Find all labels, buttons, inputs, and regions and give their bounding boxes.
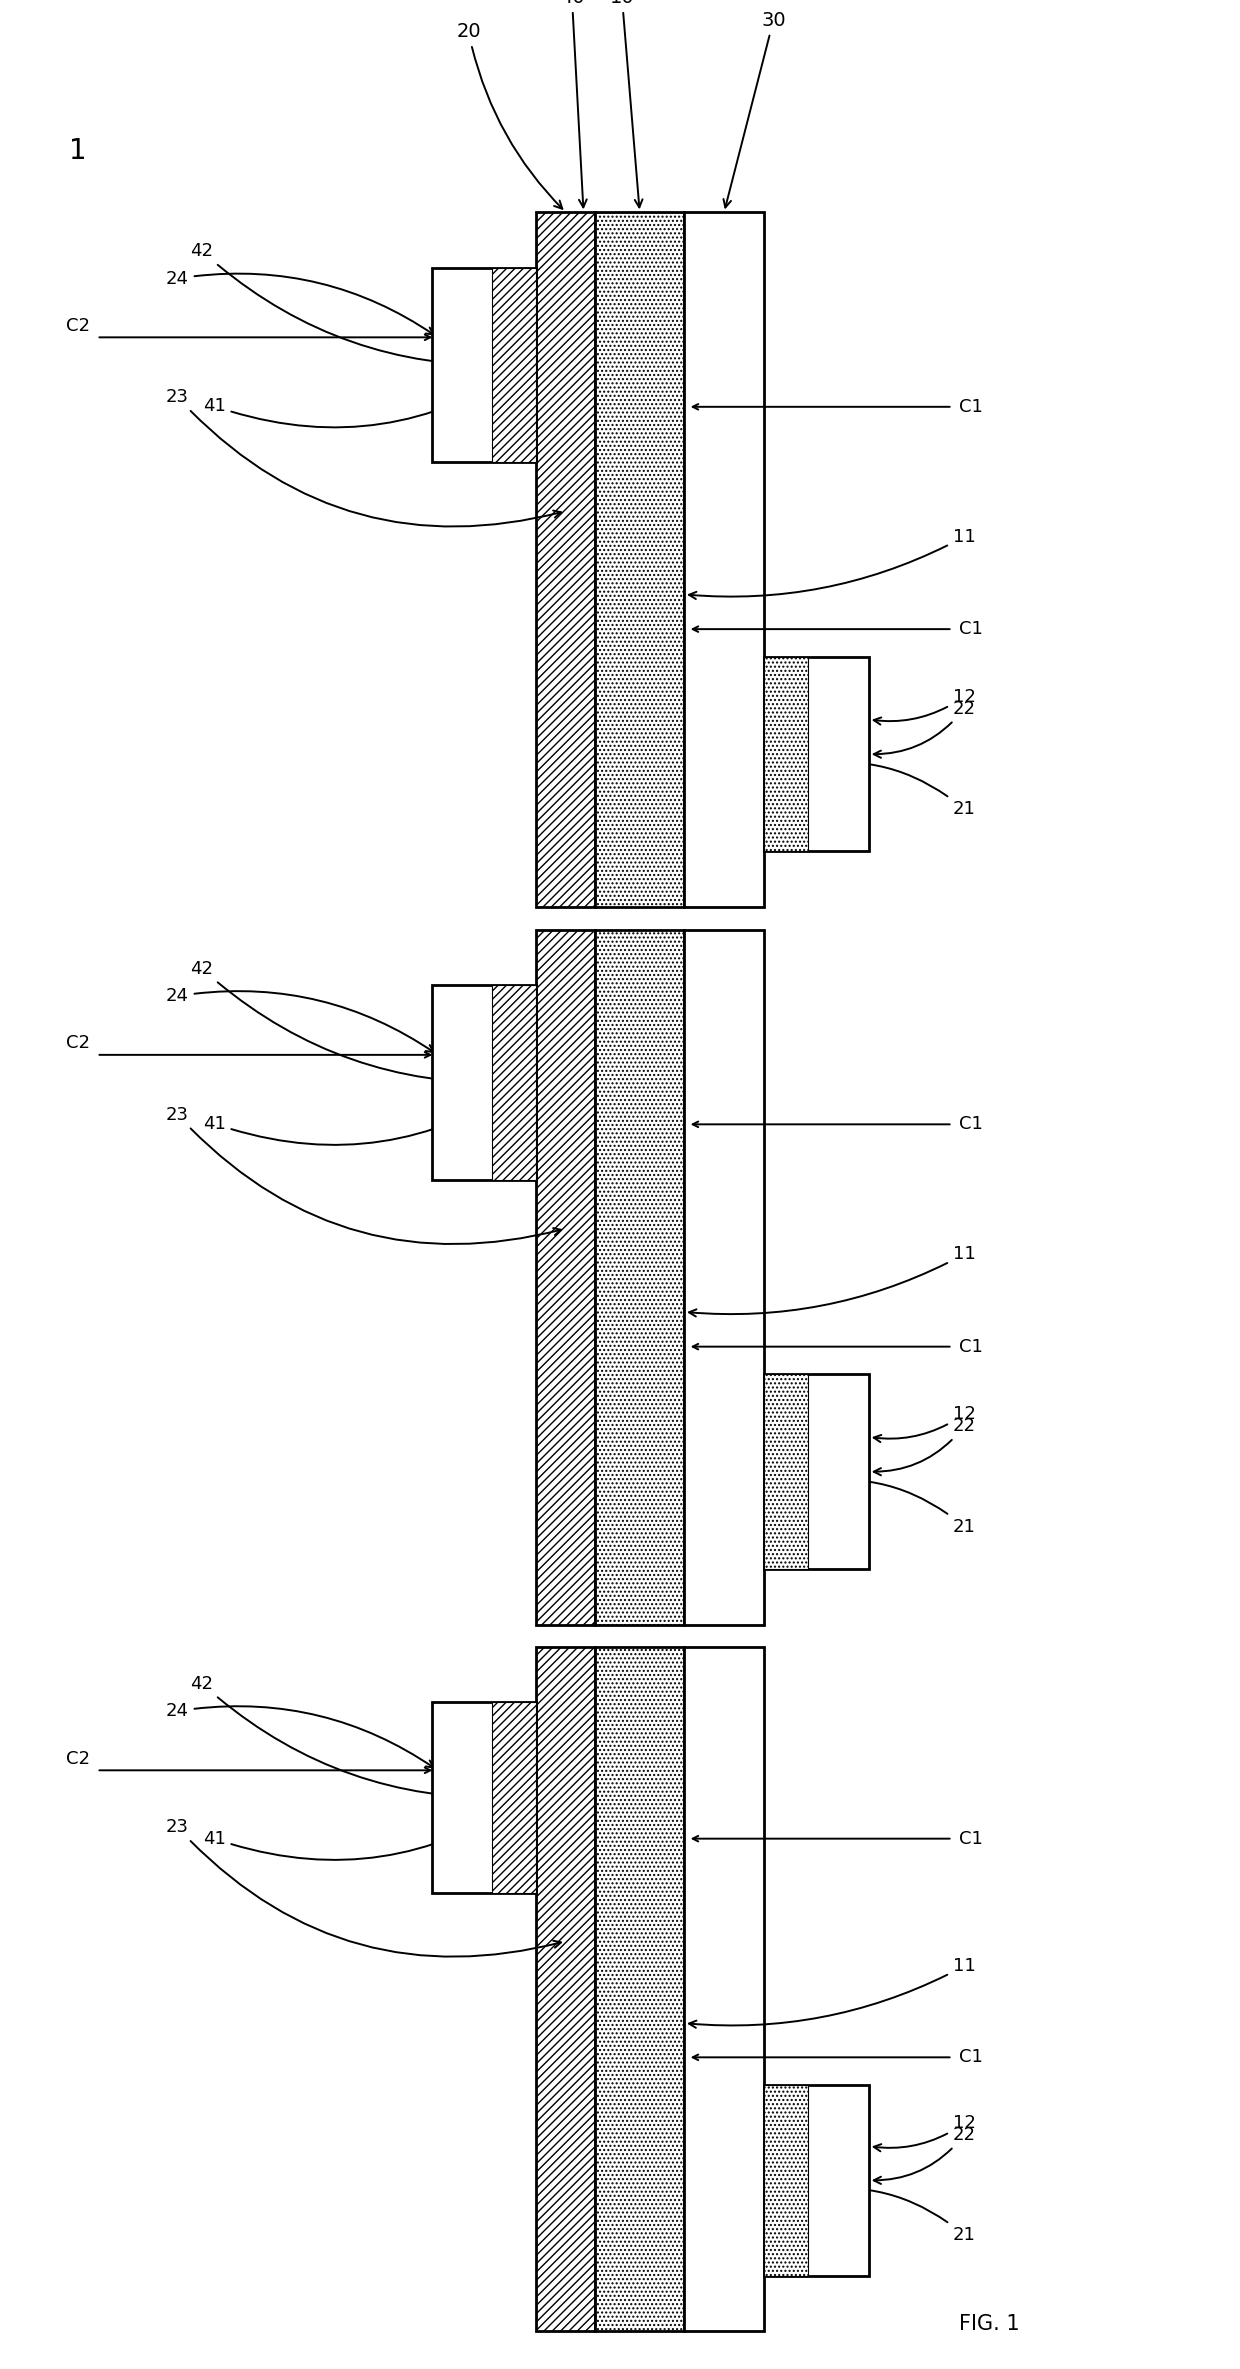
Text: 21: 21 (800, 763, 976, 817)
Text: 40: 40 (559, 0, 587, 208)
Text: C1: C1 (959, 621, 982, 637)
Text: 22: 22 (874, 2125, 976, 2184)
Text: C1: C1 (959, 1829, 982, 1848)
Bar (595, 1646, 684, 2331)
Text: 42: 42 (191, 1675, 505, 1800)
Bar (764, 656, 808, 850)
Bar (684, 1646, 764, 2331)
Text: 21: 21 (800, 2189, 976, 2243)
Bar (432, 268, 536, 462)
Text: C2: C2 (67, 1035, 91, 1052)
Text: FIG. 1: FIG. 1 (960, 2315, 1019, 2333)
Bar (536, 213, 595, 907)
Text: 30: 30 (723, 12, 786, 208)
Text: 24: 24 (166, 1701, 434, 1767)
Bar (764, 2085, 808, 2277)
Text: 1: 1 (69, 137, 87, 166)
Bar (536, 929, 595, 1625)
Text: C1: C1 (959, 1116, 982, 1132)
Text: 12: 12 (874, 687, 976, 725)
Text: 10: 10 (610, 0, 642, 208)
Bar (684, 929, 764, 1625)
Text: 21: 21 (800, 1481, 976, 1535)
Bar (536, 1646, 595, 2331)
Text: 23: 23 (166, 389, 560, 526)
Text: 22: 22 (874, 1417, 976, 1476)
Text: 12: 12 (874, 2116, 976, 2151)
Text: 41: 41 (203, 1085, 522, 1144)
Text: 22: 22 (874, 699, 976, 758)
Text: 24: 24 (166, 270, 434, 334)
Bar (432, 986, 536, 1180)
Text: C1: C1 (959, 1338, 982, 1355)
Bar (595, 929, 684, 1625)
Text: 24: 24 (166, 988, 434, 1052)
Text: C2: C2 (67, 1751, 91, 1767)
Bar (764, 656, 869, 850)
Text: 11: 11 (689, 1957, 976, 2028)
Text: 41: 41 (203, 367, 522, 426)
Bar (492, 1701, 536, 1893)
Text: 11: 11 (689, 528, 976, 599)
Text: 23: 23 (166, 1819, 560, 1957)
Text: 23: 23 (166, 1106, 560, 1244)
Text: C2: C2 (67, 317, 91, 334)
Text: 12: 12 (874, 1405, 976, 1443)
Bar (764, 1374, 869, 1568)
Bar (492, 268, 536, 462)
Bar (432, 1701, 536, 1893)
Text: 42: 42 (191, 959, 505, 1087)
Text: C1: C1 (959, 2049, 982, 2066)
Text: 20: 20 (456, 21, 562, 208)
Bar (764, 2085, 869, 2277)
Text: 11: 11 (689, 1246, 976, 1317)
Bar (684, 213, 764, 907)
Text: 42: 42 (191, 242, 505, 370)
Text: 41: 41 (203, 1800, 522, 1860)
Bar (492, 986, 536, 1180)
Text: C1: C1 (959, 398, 982, 417)
Bar (595, 213, 684, 907)
Bar (764, 1374, 808, 1568)
